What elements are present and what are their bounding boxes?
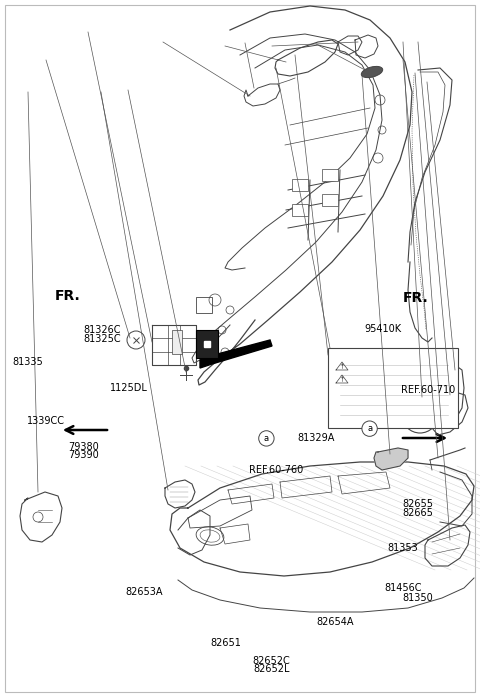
- Text: FR.: FR.: [55, 289, 81, 303]
- Text: a: a: [264, 434, 269, 443]
- Text: 81325C: 81325C: [83, 334, 120, 344]
- Ellipse shape: [361, 66, 383, 77]
- Text: 82652L: 82652L: [253, 664, 289, 674]
- Text: FR.: FR.: [403, 291, 429, 305]
- Bar: [172, 330, 182, 354]
- Circle shape: [259, 431, 274, 446]
- Bar: [292, 204, 308, 216]
- Text: REF.60-710: REF.60-710: [401, 385, 456, 395]
- Text: 79390: 79390: [69, 450, 99, 460]
- Text: 81326C: 81326C: [83, 325, 120, 335]
- Bar: [322, 169, 338, 181]
- Text: a: a: [367, 424, 372, 433]
- Text: 81456C: 81456C: [384, 583, 422, 592]
- Text: 81335: 81335: [12, 358, 43, 367]
- Text: 1339CC: 1339CC: [26, 416, 65, 426]
- Text: 1125DL: 1125DL: [110, 383, 147, 392]
- Polygon shape: [200, 340, 272, 368]
- Text: 82652C: 82652C: [252, 656, 290, 666]
- Text: 82665: 82665: [402, 508, 433, 518]
- Text: 81350: 81350: [402, 593, 433, 603]
- Text: 95410K: 95410K: [365, 324, 402, 334]
- Bar: [196, 337, 212, 353]
- Text: 82654A: 82654A: [317, 618, 354, 627]
- Text: 82651: 82651: [210, 638, 241, 648]
- Circle shape: [362, 421, 377, 436]
- Bar: [196, 330, 218, 358]
- Polygon shape: [374, 448, 408, 470]
- Text: 81329A: 81329A: [298, 433, 335, 443]
- Bar: [292, 179, 308, 191]
- Bar: [196, 297, 212, 313]
- Bar: [322, 194, 338, 206]
- Text: 81353: 81353: [388, 543, 419, 553]
- Text: 82655: 82655: [402, 499, 433, 509]
- Bar: [328, 348, 458, 428]
- Text: REF.60-760: REF.60-760: [249, 466, 303, 475]
- Text: 82653A: 82653A: [126, 588, 163, 597]
- Text: 79380: 79380: [69, 442, 99, 452]
